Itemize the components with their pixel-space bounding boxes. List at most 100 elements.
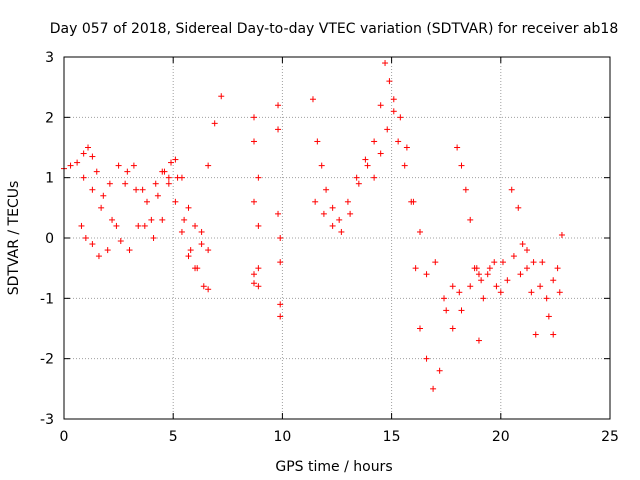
data-point — [347, 210, 354, 217]
data-point — [401, 162, 408, 169]
data-point — [478, 277, 485, 284]
data-point — [152, 180, 159, 187]
data-point — [508, 186, 515, 193]
data-point — [473, 265, 480, 272]
data-point — [255, 222, 262, 229]
y-tick-label: -1 — [40, 291, 54, 307]
data-point — [98, 204, 105, 211]
data-point — [211, 120, 218, 127]
data-point — [412, 265, 419, 272]
x-tick-label: 0 — [60, 429, 69, 445]
data-point — [537, 283, 544, 290]
data-point — [423, 271, 430, 278]
data-point — [172, 198, 179, 205]
data-point — [386, 78, 393, 85]
data-point — [390, 108, 397, 115]
data-point — [556, 289, 563, 296]
chart-title: Day 057 of 2018, Sidereal Day-to-day VTE… — [50, 21, 619, 37]
data-point — [251, 138, 258, 145]
data-point — [109, 216, 116, 223]
data-point — [275, 126, 282, 133]
data-point — [416, 228, 423, 235]
data-point — [545, 313, 552, 320]
data-point — [198, 228, 205, 235]
data-point — [430, 385, 437, 392]
data-point — [104, 247, 111, 254]
data-point — [497, 289, 504, 296]
data-point — [432, 259, 439, 266]
y-axis-label: SDTVAR / TECUs — [6, 181, 22, 296]
data-point — [139, 186, 146, 193]
data-point — [277, 235, 284, 241]
data-point — [277, 259, 284, 266]
data-point — [458, 307, 465, 314]
data-point — [255, 283, 262, 290]
data-point — [532, 331, 539, 338]
data-point — [355, 180, 362, 187]
data-point — [159, 216, 166, 223]
data-point — [524, 247, 531, 254]
data-point — [377, 150, 384, 157]
data-point — [510, 253, 517, 260]
data-point — [130, 162, 137, 169]
data-point — [80, 150, 87, 157]
data-point — [251, 271, 258, 278]
data-point — [475, 337, 482, 344]
data-point — [198, 241, 205, 248]
data-point — [336, 216, 343, 223]
x-tick-label: 25 — [601, 429, 619, 445]
data-point — [67, 162, 74, 169]
data-point — [456, 289, 463, 296]
data-point — [185, 204, 192, 211]
data-point — [141, 222, 148, 229]
data-point — [205, 286, 212, 293]
data-point — [436, 367, 443, 374]
data-point — [458, 162, 465, 169]
data-point — [251, 114, 258, 121]
data-point — [277, 313, 284, 320]
data-point — [517, 271, 524, 278]
data-point — [353, 174, 360, 181]
data-point — [454, 144, 461, 151]
y-tick-label: 3 — [45, 50, 54, 66]
data-point — [148, 216, 155, 223]
data-point — [165, 174, 172, 181]
data-point — [423, 355, 430, 362]
data-point — [82, 235, 89, 241]
data-point — [486, 265, 493, 272]
data-point — [449, 325, 456, 332]
data-point — [113, 222, 120, 229]
data-point — [524, 265, 531, 272]
data-point — [89, 241, 96, 248]
data-point — [80, 174, 87, 181]
data-point — [397, 114, 404, 121]
data-point — [504, 277, 511, 284]
data-point — [78, 222, 85, 229]
data-point — [475, 271, 482, 278]
y-tick-label: -2 — [40, 352, 54, 368]
data-point — [493, 283, 500, 290]
data-point — [543, 295, 550, 302]
data-point — [165, 180, 172, 187]
data-point — [275, 102, 282, 109]
data-point — [395, 138, 402, 145]
data-point — [133, 186, 140, 193]
data-point — [416, 325, 423, 332]
data-point — [181, 216, 188, 223]
x-tick-label: 10 — [273, 429, 291, 445]
data-point — [89, 153, 96, 160]
data-point — [344, 198, 351, 205]
data-point — [382, 60, 389, 67]
data-point — [178, 228, 185, 235]
data-point — [329, 222, 336, 229]
y-tick-label: 0 — [45, 231, 54, 247]
data-point — [178, 174, 185, 181]
data-point — [550, 277, 557, 284]
data-point — [410, 198, 417, 205]
data-point — [185, 253, 192, 260]
data-point — [441, 295, 448, 302]
data-point — [309, 96, 316, 103]
data-point — [74, 159, 81, 166]
data-point — [192, 222, 199, 229]
data-point — [550, 331, 557, 338]
